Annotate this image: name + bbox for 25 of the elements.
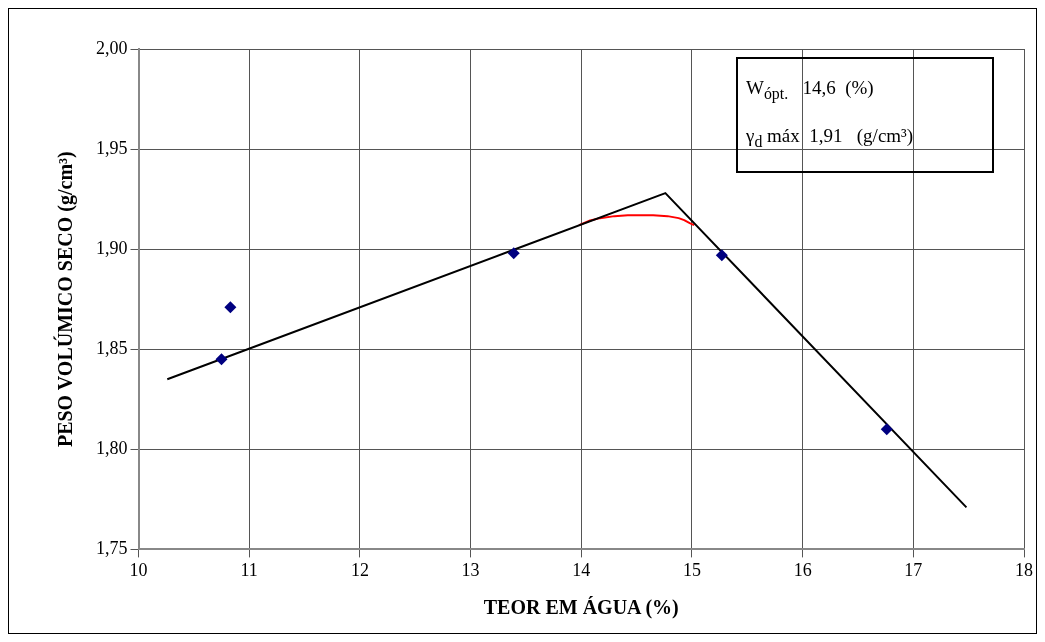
point: [880, 423, 893, 436]
x-axis-title: TEOR EM ÁGUA (%): [483, 596, 679, 620]
x-tick-label: 13: [461, 559, 480, 580]
y-tick-label: 1,75: [96, 538, 128, 559]
y-tick-label: 1,95: [96, 137, 128, 158]
point: [215, 353, 228, 366]
x-tick-label: 18: [1015, 559, 1033, 580]
x-tick-label: 14: [572, 559, 591, 580]
x-tick-label: 12: [350, 559, 369, 580]
y-tick-label: 1,90: [96, 237, 128, 258]
x-tick-label: 15: [682, 559, 701, 580]
point: [715, 249, 728, 262]
annotation: W$_{ópt.}$ 14,6 (%): [746, 76, 875, 105]
note-box: W$_{ópt.}$ 14,6 (%) γ$_{d}$ máx 1,91 (g/cm³): [736, 57, 994, 173]
x-tick-label: 17: [904, 559, 923, 580]
y-tick-label: 1,85: [96, 337, 128, 358]
x-tick-label: 16: [793, 559, 812, 580]
y-tick-label: 2,00: [96, 37, 128, 58]
x-tick-label: 10: [129, 559, 148, 580]
x-tick-label: 11: [240, 559, 258, 580]
point: [224, 301, 237, 314]
point: [507, 247, 520, 260]
annotation: γ$_{d}$ máx 1,91 (g/cm³): [746, 123, 915, 152]
y-axis-title: PESO VOLÚMICO SECO (g/cm³): [53, 151, 78, 448]
y-tick-label: 1,80: [96, 438, 128, 459]
